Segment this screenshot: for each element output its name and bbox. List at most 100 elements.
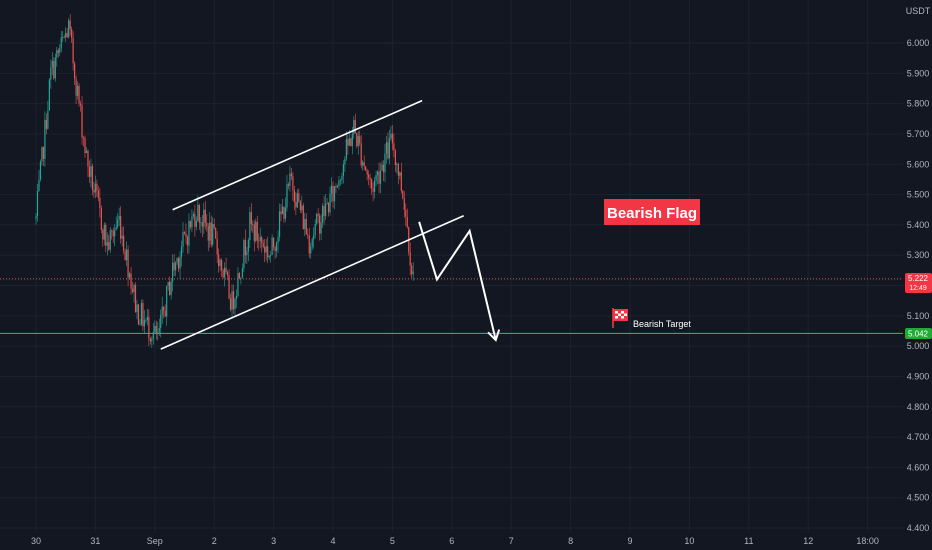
candle [341,172,343,184]
candle [44,111,46,167]
candle [204,200,206,230]
x-tick-label: 18:00 [856,536,879,546]
candle [51,51,53,76]
candle [35,212,37,225]
candle [213,218,215,230]
candle [298,188,300,203]
candle [102,228,104,247]
candle [270,251,272,263]
bearish-target-marker[interactable]: Bearish Target [612,308,691,329]
x-tick-label: 5 [390,536,395,546]
current-price-badge-bg [905,273,932,293]
candle [155,320,157,340]
candle [301,195,303,214]
flag-lower-trendline[interactable] [160,215,465,350]
candle [345,130,347,162]
candle [255,218,257,243]
candle [186,234,189,254]
countdown-timer: 12:49 [909,285,927,292]
candle [258,233,260,251]
candle [115,216,117,231]
candle [57,48,59,58]
candle [72,31,74,71]
candle [390,126,392,141]
candle [131,281,134,294]
candle [38,169,40,192]
flag-upper-trendline[interactable] [172,99,423,211]
candle [397,162,399,185]
candle [278,203,281,242]
candle [281,199,284,215]
candle [127,245,129,287]
candle [111,229,113,240]
candle [359,130,361,146]
candle [183,231,186,236]
candle [235,289,238,309]
candle [247,237,249,262]
candle [372,182,374,202]
candle [79,100,82,112]
candle [85,146,88,154]
candle [402,189,404,200]
flag-icon [612,308,628,328]
candle [68,18,70,39]
x-tick-label: 30 [31,536,41,546]
candle [296,189,298,209]
x-tick-label: 12 [803,536,813,546]
candle [133,283,135,303]
x-tick-label: 8 [568,536,573,546]
candle [108,234,110,251]
y-tick-label: 4.800 [907,402,930,412]
candle [322,203,324,228]
x-tick-label: 7 [509,536,514,546]
candle [56,46,58,67]
candle [180,240,183,267]
candles [35,14,414,349]
candle [228,268,230,300]
candle [308,227,310,258]
candle [65,27,67,43]
candle [93,181,95,198]
candle [42,146,45,167]
candle [207,223,209,252]
candle [97,185,99,202]
target-price-value: 5.042 [908,330,929,339]
candle [277,230,279,254]
candle [360,135,362,169]
candle [246,246,248,265]
candle [142,299,144,332]
candle [100,205,102,234]
bearish-flag-label-bg [604,199,700,225]
candle [338,175,340,190]
y-axis-unit: USDT [906,6,931,16]
candle [216,231,218,264]
y-tick-label: 4.700 [907,432,930,442]
candle [209,211,211,248]
candle [179,251,181,280]
candle [373,176,376,199]
candle [94,175,96,198]
candle [238,271,241,280]
x-axis[interactable]: 30 31 Sep 2 3 4 5 6 7 8 9 10 11 12 18:00 [31,536,879,546]
candle [226,270,229,281]
candle [283,206,285,223]
candle [232,284,235,315]
candle [250,203,252,232]
candle [36,183,39,222]
candle [287,182,290,190]
x-tick-label: 10 [684,536,694,546]
y-tick-label: 5.000 [907,341,930,351]
projection-path[interactable] [418,221,497,341]
candle [225,257,227,275]
candle [203,202,205,234]
candle [96,179,98,198]
candle [332,181,334,208]
y-tick-label: 5.800 [907,99,930,109]
candle [314,219,316,239]
candle [347,134,349,155]
candle [172,254,174,292]
candle [408,226,410,256]
bearish-flag-label[interactable]: Bearish Flag [604,199,700,225]
candle [313,227,315,249]
